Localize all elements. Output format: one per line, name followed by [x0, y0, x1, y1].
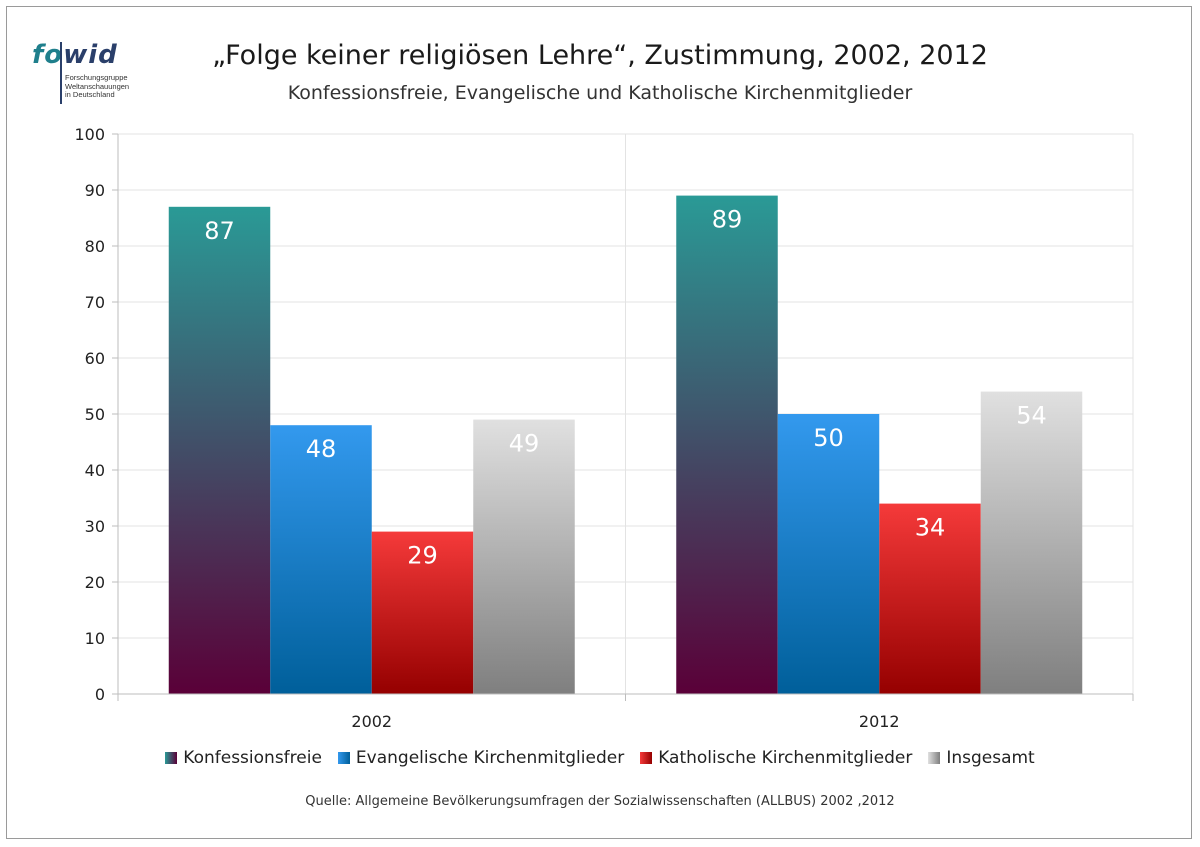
x-tick-label: 2012: [859, 712, 900, 731]
data-label: 34: [915, 514, 946, 542]
legend-label: Konfessionsfreie: [183, 748, 322, 768]
y-tick-label: 70: [85, 293, 105, 312]
data-label: 49: [509, 430, 540, 458]
legend-item: Evangelische Kirchenmitglieder: [337, 748, 625, 768]
y-tick-label: 60: [85, 349, 105, 368]
bar: [371, 531, 474, 694]
chart-subtitle: Konfessionsfreie, Evangelische und Katho…: [287, 82, 913, 104]
y-tick-label: 20: [85, 573, 105, 592]
data-label: 48: [306, 435, 337, 463]
bar-layer: [168, 195, 1083, 695]
y-tick-label: 90: [85, 181, 105, 200]
axis-layer: 0 10 20 30 40 50 60 70 80 90 100 2002 2012: [74, 125, 1134, 731]
bar: [473, 419, 575, 694]
legend-label: Insgesamt: [946, 748, 1035, 768]
y-tick-label: 10: [85, 629, 105, 648]
bar: [980, 391, 1083, 694]
y-tick-label: 100: [74, 125, 105, 144]
legend-label: Katholische Kirchenmitglieder: [658, 748, 913, 768]
y-tick-label: 30: [85, 517, 105, 536]
logo-divider: [60, 42, 62, 104]
x-tick-label: 2002: [351, 712, 392, 731]
data-label: 87: [204, 217, 235, 245]
bar: [676, 195, 778, 694]
y-tick-label: 0: [95, 685, 105, 704]
fowid-logo: fowid Forschungsgruppe Weltanschauungen …: [32, 40, 152, 110]
label-layer: 87 48 29 49 89 50 34 54: [204, 206, 1047, 570]
legend-swatch: [928, 752, 941, 764]
logo-wordmark: fowid: [32, 40, 118, 70]
legend-swatch: [337, 752, 350, 764]
legend-item: Katholische Kirchenmitglieder: [640, 748, 912, 768]
data-label: 50: [813, 424, 844, 452]
bar: [168, 206, 271, 695]
bar: [879, 503, 981, 694]
bar: [777, 414, 880, 694]
logo-subtitle: Forschungsgruppe Weltanschauungen in Deu…: [65, 73, 130, 99]
legend-item: Insgesamt: [928, 748, 1035, 768]
chart-legend: Konfessionsfreie Evangelische Kirchenmitg…: [0, 748, 1200, 768]
data-label: 29: [407, 542, 438, 570]
legend-swatch: [640, 752, 653, 764]
legend-swatch: [165, 752, 178, 764]
data-label: 54: [1016, 402, 1047, 430]
legend-label: Evangelische Kirchenmitglieder: [355, 748, 625, 768]
bar: [270, 425, 372, 694]
y-tick-label: 50: [85, 405, 105, 424]
source-note: Quelle: Allgemeine Bevölkerungsumfragen …: [305, 794, 895, 809]
chart-title: „Folge keiner religiösen Lehre“, Zustimm…: [212, 40, 988, 71]
logo-wordmark-part1: fo: [32, 40, 64, 70]
y-tick-label: 80: [85, 237, 105, 256]
logo-wordmark-part2: wid: [63, 40, 118, 70]
data-label: 89: [712, 206, 743, 234]
y-tick-label: 40: [85, 461, 105, 480]
legend-item: Konfessionsfreie: [165, 748, 322, 768]
